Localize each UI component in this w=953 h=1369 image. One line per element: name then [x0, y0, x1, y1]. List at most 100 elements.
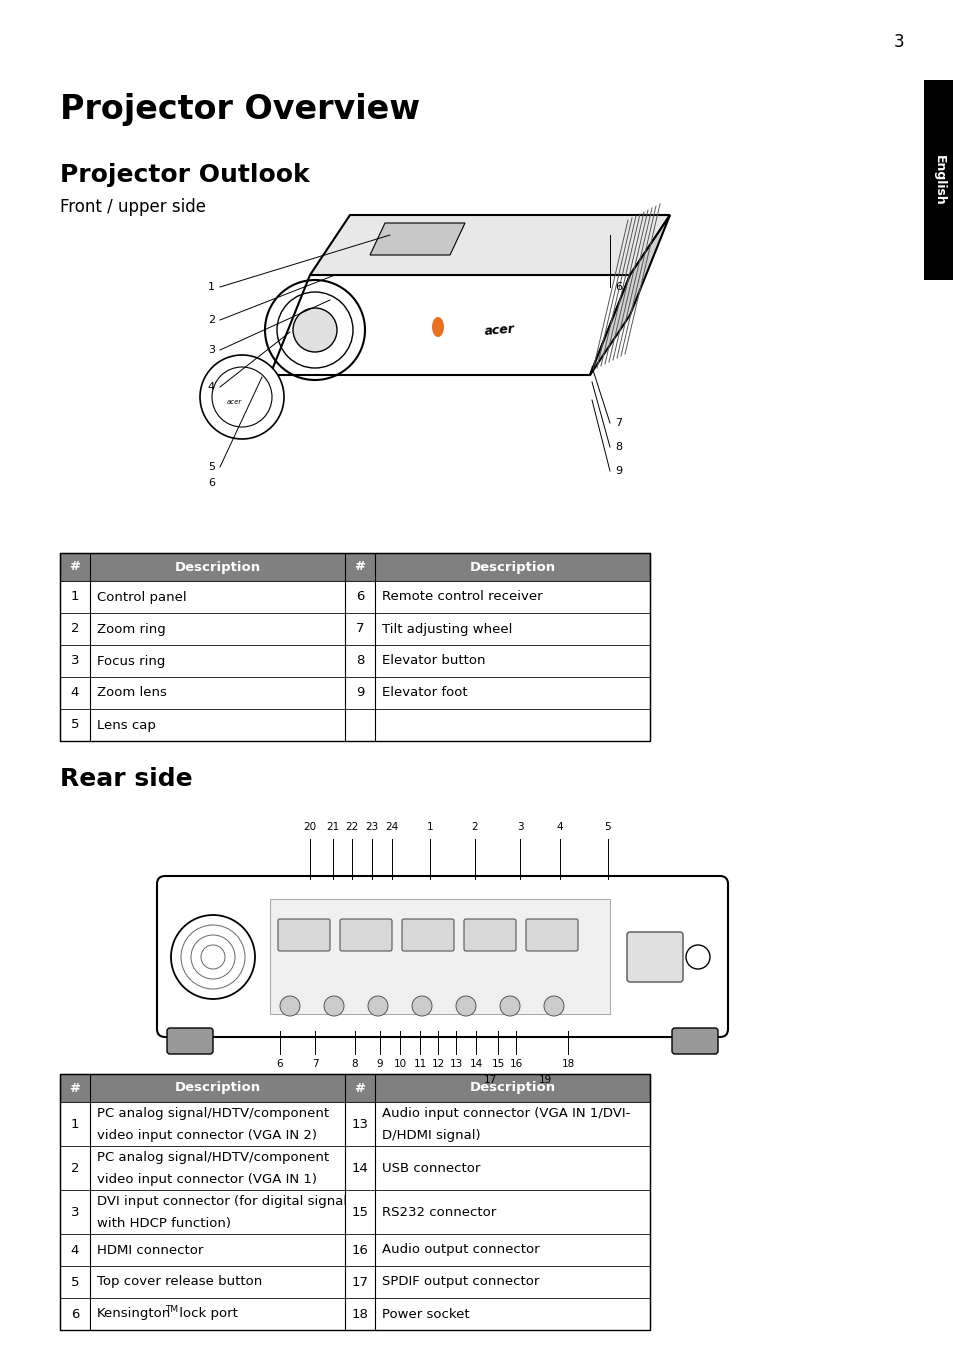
Text: Elevator button: Elevator button	[381, 654, 485, 668]
Text: #: #	[355, 560, 365, 574]
Text: Kensington lock port: Kensington lock port	[97, 1307, 233, 1321]
Text: 18: 18	[352, 1307, 368, 1321]
Text: 8: 8	[355, 654, 364, 668]
Text: 17: 17	[483, 1075, 497, 1086]
Text: 8: 8	[615, 442, 621, 452]
Text: 19: 19	[537, 1075, 551, 1086]
Bar	[60, 613, 649, 645]
FancyBboxPatch shape	[167, 1028, 213, 1054]
Text: 3: 3	[208, 345, 214, 355]
Text: 15: 15	[351, 1206, 368, 1218]
Text: Focus ring: Focus ring	[97, 654, 165, 668]
Text: Tilt adjusting wheel: Tilt adjusting wheel	[381, 623, 512, 635]
Bar	[60, 1190, 649, 1233]
Text: 5: 5	[208, 461, 214, 472]
Text: Elevator foot: Elevator foot	[381, 686, 467, 700]
Polygon shape	[370, 223, 464, 255]
Text: 7: 7	[615, 418, 621, 428]
Text: 1: 1	[71, 590, 79, 604]
Text: Power socket: Power socket	[381, 1307, 469, 1321]
Text: 4: 4	[71, 686, 79, 700]
Text: video input connector (VGA IN 1): video input connector (VGA IN 1)	[97, 1172, 316, 1186]
Text: 17: 17	[351, 1276, 368, 1288]
Text: 6: 6	[71, 1307, 79, 1321]
Polygon shape	[589, 215, 669, 375]
Ellipse shape	[432, 318, 443, 337]
Circle shape	[368, 997, 388, 1016]
Text: 4: 4	[71, 1243, 79, 1257]
Text: 3: 3	[71, 654, 79, 668]
Text: Kensington: Kensington	[97, 1307, 172, 1321]
Bar	[60, 1266, 649, 1298]
Text: 2: 2	[208, 315, 214, 324]
Text: 8: 8	[352, 1060, 358, 1069]
Text: 12: 12	[431, 1060, 444, 1069]
Text: 6: 6	[208, 478, 214, 487]
Bar	[60, 709, 649, 741]
Text: 22: 22	[345, 821, 358, 832]
Text: Top cover release button: Top cover release button	[97, 1276, 262, 1288]
FancyBboxPatch shape	[339, 919, 392, 951]
Bar	[60, 678, 649, 709]
Circle shape	[293, 308, 336, 352]
Bar	[91, 1299, 344, 1329]
Text: 16: 16	[509, 1060, 522, 1069]
Text: Remote control receiver: Remote control receiver	[381, 590, 542, 604]
Text: video input connector (VGA IN 2): video input connector (VGA IN 2)	[97, 1128, 316, 1142]
Text: Lens cap: Lens cap	[97, 719, 155, 731]
FancyBboxPatch shape	[671, 1028, 718, 1054]
Text: 16: 16	[352, 1243, 368, 1257]
Text: 6: 6	[615, 282, 621, 292]
Text: 9: 9	[355, 686, 364, 700]
Text: acer: acer	[226, 398, 241, 405]
Text: 5: 5	[604, 821, 611, 832]
Text: SPDIF output connector: SPDIF output connector	[381, 1276, 538, 1288]
Text: Control panel: Control panel	[97, 590, 187, 604]
Bar	[60, 553, 649, 741]
FancyBboxPatch shape	[463, 919, 516, 951]
Text: 24: 24	[385, 821, 398, 832]
Text: RS232 connector: RS232 connector	[381, 1206, 496, 1218]
Text: 9: 9	[615, 465, 621, 476]
Text: Projector Overview: Projector Overview	[60, 93, 419, 126]
Bar	[60, 1075, 649, 1102]
Bar	[60, 1102, 649, 1146]
Circle shape	[499, 997, 519, 1016]
Text: Description: Description	[174, 560, 260, 574]
Text: PC analog signal/HDTV/component: PC analog signal/HDTV/component	[97, 1106, 329, 1120]
Text: Description: Description	[174, 1082, 260, 1094]
Text: 4: 4	[557, 821, 562, 832]
Text: Description: Description	[469, 560, 555, 574]
Text: TM: TM	[165, 1305, 178, 1313]
Text: Zoom ring: Zoom ring	[97, 623, 166, 635]
Text: 10: 10	[393, 1060, 406, 1069]
Text: Projector Outlook: Projector Outlook	[60, 163, 310, 188]
Text: with HDCP function): with HDCP function)	[97, 1217, 231, 1229]
Text: English: English	[931, 155, 944, 205]
Circle shape	[324, 997, 344, 1016]
Text: 7: 7	[312, 1060, 318, 1069]
Text: Front / upper side: Front / upper side	[60, 199, 206, 216]
Text: acer: acer	[484, 322, 516, 338]
Bar	[60, 1075, 649, 1331]
Text: #: #	[355, 1082, 365, 1094]
Text: 13: 13	[351, 1117, 368, 1131]
Text: 5: 5	[71, 1276, 79, 1288]
Text: 13: 13	[449, 1060, 462, 1069]
Text: Description: Description	[469, 1082, 555, 1094]
Text: DVI input connector (for digital signal: DVI input connector (for digital signal	[97, 1195, 347, 1207]
Text: 2: 2	[71, 1161, 79, 1175]
Text: Zoom lens: Zoom lens	[97, 686, 167, 700]
Text: Rear side: Rear side	[60, 767, 193, 791]
Text: 7: 7	[355, 623, 364, 635]
Polygon shape	[270, 275, 629, 375]
Text: USB connector: USB connector	[381, 1161, 480, 1175]
Text: 18: 18	[560, 1060, 574, 1069]
Text: 1: 1	[71, 1117, 79, 1131]
Bar	[60, 553, 649, 580]
FancyBboxPatch shape	[277, 919, 330, 951]
Text: PC analog signal/HDTV/component: PC analog signal/HDTV/component	[97, 1150, 329, 1164]
Text: #: #	[70, 1082, 80, 1094]
Circle shape	[280, 997, 299, 1016]
Text: 14: 14	[352, 1161, 368, 1175]
